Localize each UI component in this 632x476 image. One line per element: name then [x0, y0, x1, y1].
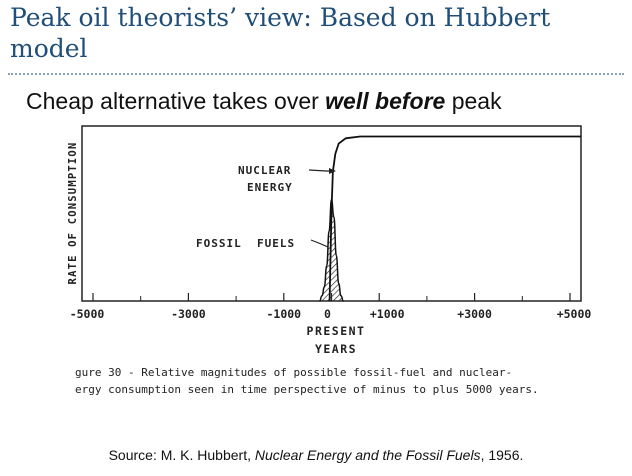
x-tick-label: 0 [324, 307, 331, 321]
nuclear-arrow-head [329, 168, 336, 174]
hubbert-chart: -5000 -3000 -1000 0 +1000 +3000 +5000 RATE OF … [67, 125, 592, 396]
x-tick-label: +3000 [457, 307, 492, 321]
nuclear-label-line2: ENERGY [247, 181, 293, 194]
title-divider [8, 73, 624, 75]
y-axis-label: RATE OF CONSUMPTION [67, 142, 79, 285]
x-tick-label: -1000 [266, 307, 301, 321]
source-prefix: Source: M. K. Hubbert, [108, 447, 255, 463]
nuclear-label-line1: NUCLEAR [238, 164, 291, 177]
caption-line-1: gure 30 - Relative magnitudes of possibl… [75, 366, 512, 379]
x-tick-label: -3000 [171, 307, 206, 321]
x-axis-label-years: YEARS [315, 342, 357, 356]
x-tick-label: -5000 [70, 307, 105, 321]
subtitle-tail: peak [445, 88, 502, 114]
fossil-label: FOSSIL FUELS [196, 237, 295, 250]
source-suffix: , 1956. [480, 447, 524, 463]
fossil-label-arrow [310, 239, 329, 248]
source-work: Nuclear Energy and the Fossil Fuels [254, 447, 481, 463]
x-ticks: -5000 -3000 -1000 0 +1000 +3000 +5000 [70, 293, 592, 321]
subtitle-text: Cheap alternative takes over [26, 88, 326, 114]
slide-subtitle: Cheap alternative takes over well before… [26, 88, 502, 115]
source-citation: Source: M. K. Hubbert, Nuclear Energy an… [0, 447, 632, 463]
x-axis-label-present: PRESENT [307, 324, 366, 338]
slide-title: Peak oil theorists’ view: Based on Hubbe… [10, 3, 551, 63]
nuclear-energy-line [328, 135, 581, 302]
caption-line-2: ergy consumption seen in time perspectiv… [75, 383, 539, 396]
x-tick-label: +5000 [557, 307, 592, 321]
subtitle-emphasis: well before [325, 88, 446, 114]
x-tick-label: +1000 [370, 307, 405, 321]
